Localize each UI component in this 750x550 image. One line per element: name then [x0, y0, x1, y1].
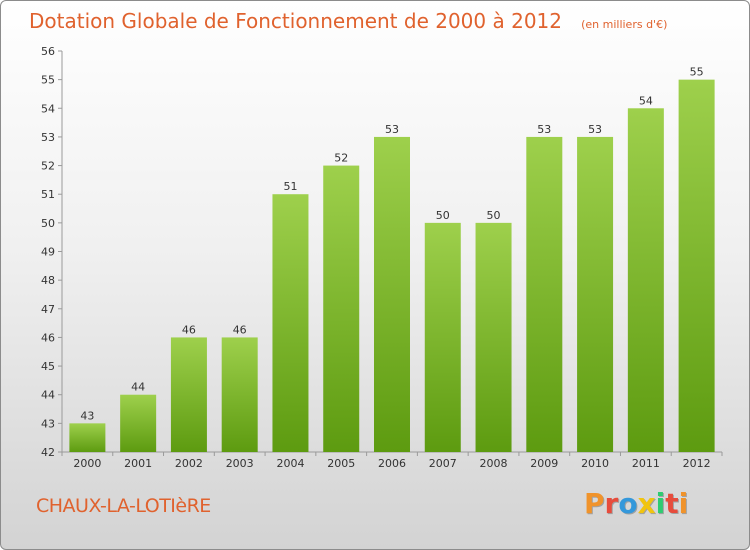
- y-tick-label: 54: [41, 102, 55, 115]
- y-tick-label: 50: [41, 217, 55, 230]
- y-tick-label: 46: [41, 331, 55, 344]
- data-label: 55: [690, 66, 704, 79]
- y-tick-label: 43: [41, 417, 55, 430]
- bar: [374, 136, 410, 452]
- y-tick-label: 49: [41, 246, 55, 259]
- x-tick-label: 2002: [175, 457, 203, 470]
- data-label: 50: [436, 209, 450, 222]
- bar: [577, 136, 614, 452]
- x-tick-label: 2006: [378, 457, 406, 470]
- y-tick-label: 48: [41, 274, 55, 287]
- bar: [424, 222, 461, 452]
- y-tick-label: 51: [41, 188, 55, 201]
- y-tick-label: 52: [41, 160, 55, 173]
- x-tick-label: 2009: [530, 457, 558, 470]
- x-tick-label: 2007: [429, 457, 457, 470]
- y-tick-label: 56: [41, 45, 55, 58]
- bar: [678, 79, 715, 453]
- bar: [69, 423, 106, 452]
- x-tick-label: 2011: [632, 457, 660, 470]
- data-label: 52: [334, 152, 348, 165]
- chart-bars: [69, 79, 715, 453]
- bar: [120, 394, 157, 452]
- data-label: 50: [487, 209, 501, 222]
- logo-letter: o: [618, 487, 638, 520]
- chart-data-labels: 43 44 46 46 51 52 53 50 50 53 53 54 55: [80, 66, 703, 423]
- x-tick-label: 2005: [327, 457, 355, 470]
- logo-letter: i: [655, 487, 666, 520]
- y-tick-label: 53: [41, 131, 55, 144]
- data-label: 53: [588, 123, 602, 136]
- data-label: 46: [233, 323, 247, 336]
- bar: [627, 108, 664, 453]
- logo-letter: t: [665, 487, 679, 520]
- data-label: 53: [537, 123, 551, 136]
- y-tick-label: 47: [41, 303, 55, 316]
- x-tick-label: 2012: [683, 457, 711, 470]
- data-label: 51: [283, 180, 297, 193]
- y-tick-label: 42: [41, 446, 55, 459]
- y-tick-label: 44: [41, 389, 55, 402]
- data-label: 53: [385, 123, 399, 136]
- logo-letter: P: [584, 487, 605, 520]
- y-tick-label: 55: [41, 74, 55, 87]
- x-tick-label: 2008: [480, 457, 508, 470]
- x-tick-label: 2010: [581, 457, 609, 470]
- proxiti-logo[interactable]: Proxiti: [584, 487, 688, 520]
- data-label: 46: [182, 323, 196, 336]
- x-tick-label: 2003: [226, 457, 254, 470]
- commune-name: CHAUX-LA-LOTIèRE: [36, 495, 211, 517]
- logo-letter: x: [637, 487, 656, 520]
- bar: [323, 165, 360, 453]
- x-tick-label: 2001: [124, 457, 152, 470]
- bar: [526, 136, 563, 452]
- x-tick-label: 2004: [276, 457, 304, 470]
- chart-subtitle: (en milliers d'€): [581, 18, 668, 31]
- logo-letter: i: [678, 487, 689, 520]
- y-tick-label: 45: [41, 360, 55, 373]
- data-label: 54: [639, 94, 653, 107]
- title-block: Dotation Globale de Fonctionnement de 20…: [29, 9, 667, 33]
- bar: [221, 337, 258, 452]
- data-label: 44: [131, 381, 145, 394]
- bar: [272, 194, 309, 452]
- bar: [475, 222, 512, 452]
- chart-title: Dotation Globale de Fonctionnement de 20…: [29, 9, 562, 33]
- x-tick-label: 2000: [73, 457, 101, 470]
- chart-axes: 42 43 44 45 46 47 48 49 50 51 52 53 54 55 56 2000 2001 20…: [41, 45, 723, 470]
- data-label: 43: [80, 409, 94, 422]
- bar: [170, 337, 207, 452]
- logo-letter: r: [604, 487, 619, 520]
